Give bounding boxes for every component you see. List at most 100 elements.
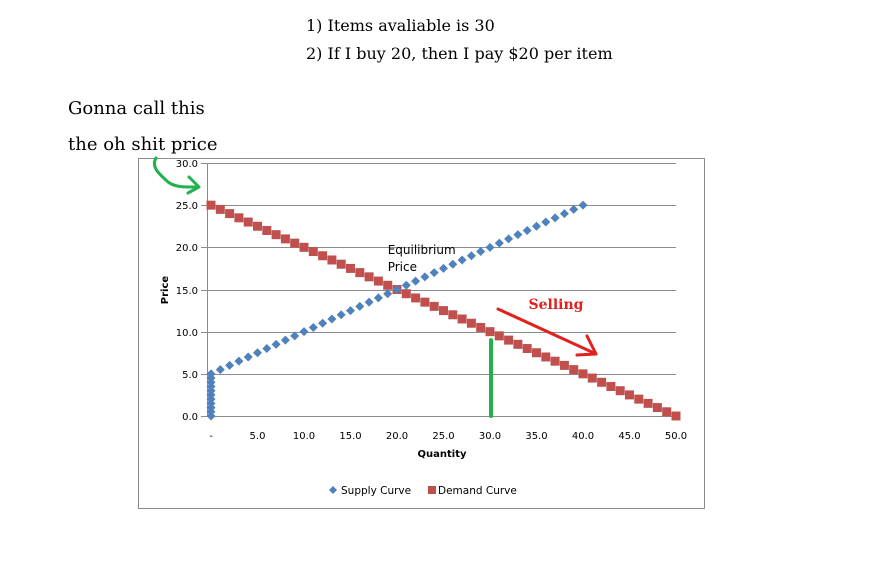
legend-supply-label: Supply Curve	[341, 485, 411, 497]
supply-point	[448, 259, 458, 269]
demand-point	[383, 280, 393, 290]
supply-point	[383, 289, 393, 299]
demand-point	[606, 381, 616, 391]
supply-point	[466, 251, 476, 261]
demand-point	[504, 335, 514, 345]
y-axis-label: Price	[160, 276, 171, 305]
note-items-available: 1) Items avaliable is 30	[306, 16, 495, 35]
supply-point	[355, 301, 365, 311]
demand-point	[671, 411, 681, 421]
supply-point	[318, 318, 328, 328]
x-tick-label: 40.0	[572, 431, 594, 442]
supply-point	[476, 247, 486, 257]
supply-point	[494, 238, 504, 248]
supply-point	[271, 339, 281, 349]
supply-point	[290, 331, 300, 341]
y-tick-label: 15.0	[176, 286, 198, 297]
demand-point	[215, 204, 225, 214]
supply-point	[550, 213, 560, 223]
demand-point	[411, 293, 421, 303]
demand-point	[364, 272, 374, 282]
demand-series	[206, 200, 681, 421]
supply-point	[411, 276, 421, 286]
supply-point	[541, 217, 551, 227]
annotation-selling: Selling	[529, 297, 584, 313]
demand-point	[336, 259, 346, 269]
x-tick-label: 45.0	[618, 431, 640, 442]
supply-point	[559, 209, 569, 219]
demand-point	[234, 213, 244, 223]
demand-point	[597, 377, 607, 387]
demand-point	[634, 394, 644, 404]
red-arrow-icon	[496, 307, 596, 355]
supply-point	[373, 293, 383, 303]
legend-demand-label: Demand Curve	[438, 485, 517, 497]
demand-point	[522, 344, 532, 354]
annotation-equilibrium: Equilibrium	[388, 243, 456, 257]
supply-point	[346, 306, 355, 316]
supply-point	[569, 204, 579, 214]
supply-point	[532, 221, 541, 231]
y-axis-tick-labels: 0.0 5.0 10.0 15.0 20.0 25.0 30.0	[176, 159, 198, 423]
demand-point	[615, 386, 625, 396]
supply-point	[225, 360, 235, 370]
supply-point	[578, 200, 588, 210]
x-tick-label: 20.0	[386, 431, 408, 442]
demand-point	[401, 289, 411, 299]
demand-point	[225, 209, 235, 219]
legend-demand-marker	[428, 486, 436, 494]
demand-point	[587, 373, 597, 383]
supply-point	[513, 230, 523, 240]
demand-point	[327, 255, 337, 265]
demand-point	[457, 314, 467, 324]
supply-point	[485, 242, 495, 252]
supply-point	[234, 356, 244, 366]
green-arrow-icon	[153, 156, 200, 189]
demand-point	[439, 306, 448, 316]
handwritten-note-line2: the oh shit price	[68, 134, 218, 155]
y-tick-label: 5.0	[182, 370, 198, 381]
supply-point	[308, 322, 318, 332]
demand-point	[476, 322, 486, 332]
supply-point	[262, 344, 272, 354]
supply-point	[243, 352, 253, 362]
demand-point	[578, 369, 588, 379]
demand-point	[485, 327, 495, 337]
supply-series	[206, 200, 588, 421]
y-tick-label: 25.0	[176, 201, 198, 212]
annotation-price: Price	[388, 260, 417, 274]
demand-point	[652, 403, 662, 413]
demand-point	[550, 356, 560, 366]
demand-point	[346, 263, 355, 273]
demand-point	[513, 339, 523, 349]
demand-point	[494, 331, 504, 341]
demand-point	[290, 238, 300, 248]
supply-point	[392, 285, 402, 294]
x-tick-label: -	[209, 431, 213, 442]
supply-point	[215, 365, 225, 375]
supply-point	[327, 314, 337, 324]
demand-point	[206, 200, 216, 210]
x-axis-label: Quantity	[418, 449, 467, 460]
x-tick-label: 15.0	[339, 431, 361, 442]
demand-point	[271, 230, 281, 240]
supply-point	[280, 335, 290, 345]
demand-point	[532, 348, 541, 358]
demand-point	[541, 352, 551, 362]
y-tick-label: 10.0	[176, 328, 198, 339]
demand-point	[662, 407, 672, 417]
demand-point	[373, 276, 383, 286]
demand-point	[299, 242, 309, 252]
demand-point	[448, 310, 458, 320]
x-axis-tick-labels: - 5.0 10.0 15.0 20.0 25.0 30.0 35.0 40.0 45.0 50.0	[209, 431, 687, 442]
demand-point	[318, 251, 328, 261]
note-buy-twenty: 2) If I buy 20, then I pay $20 per item	[306, 44, 613, 63]
x-tick-label: 25.0	[432, 431, 454, 442]
y-tick-label: 0.0	[182, 412, 198, 423]
x-tick-label: 35.0	[525, 431, 547, 442]
y-tick-label: 30.0	[176, 159, 198, 170]
y-tick-label: 20.0	[176, 243, 198, 254]
handwritten-note-line1: Gonna call this	[68, 98, 205, 119]
supply-point	[206, 369, 216, 379]
supply-point	[457, 255, 467, 265]
